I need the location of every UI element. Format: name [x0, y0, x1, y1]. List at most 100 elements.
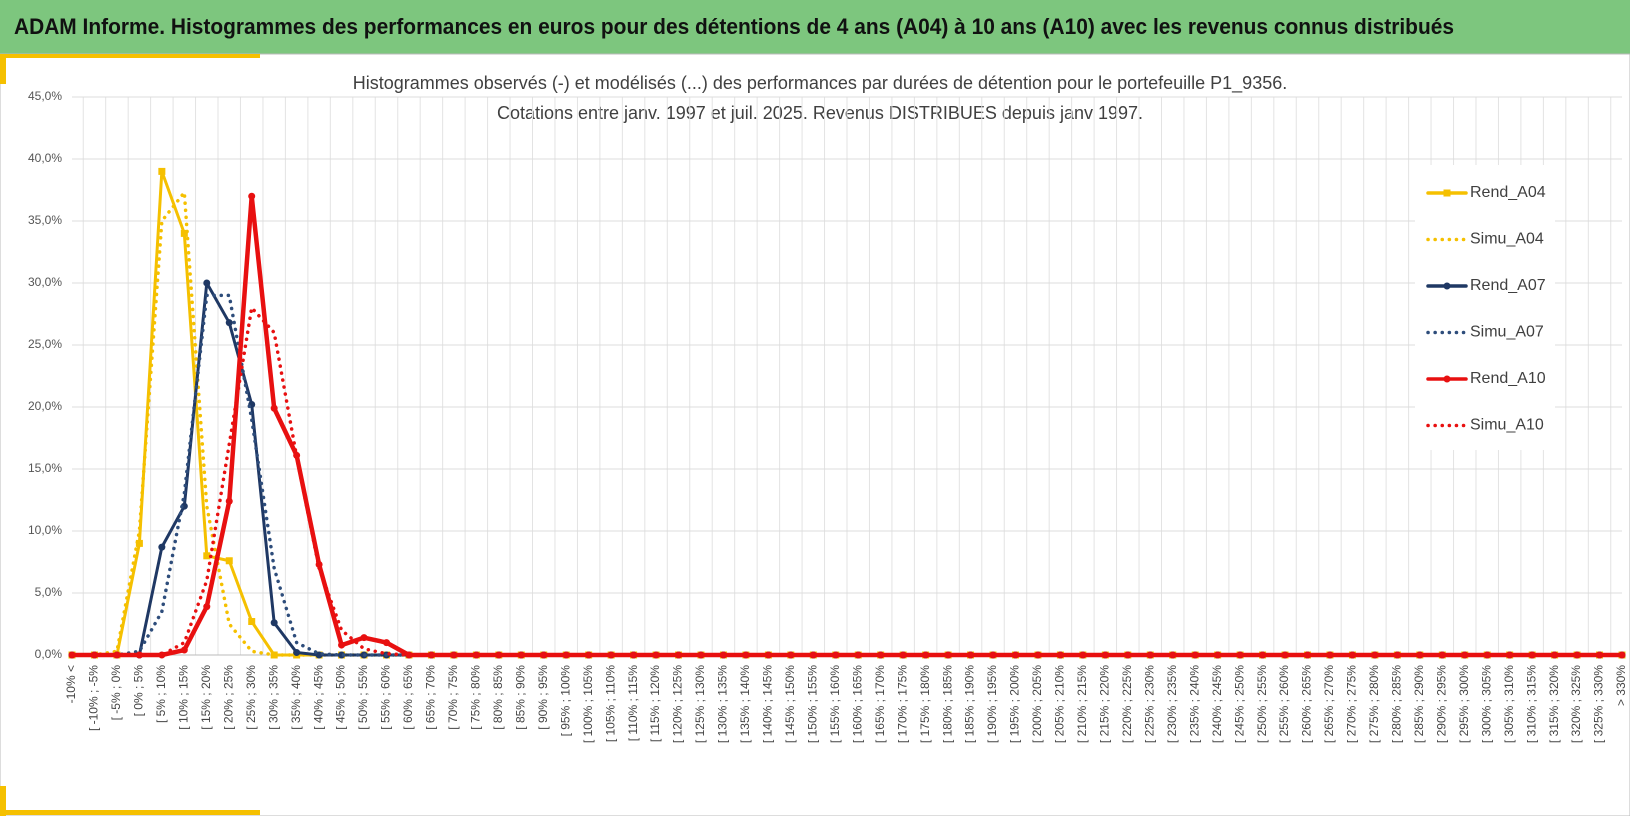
x-tick-label: [ 260% ; 265%	[1300, 665, 1314, 743]
marker	[1056, 651, 1064, 659]
x-tick-label: [ 85% ; 90%	[513, 665, 527, 730]
marker	[225, 557, 233, 565]
legend-marker	[1443, 282, 1451, 290]
marker	[495, 651, 503, 659]
marker	[203, 552, 211, 560]
chart-subtitle: Cotations entre janv. 1997 et juil. 2025…	[497, 103, 1143, 123]
y-tick-label: 5,0%	[35, 585, 63, 599]
x-tick-label: [ 175% ; 180%	[918, 665, 932, 743]
marker	[1304, 651, 1312, 659]
legend-marker	[1443, 375, 1451, 383]
marker	[338, 651, 346, 659]
x-tick-label: [ 155% ; 160%	[828, 665, 842, 743]
x-tick-label: [ 25% ; 30%	[244, 665, 258, 730]
x-tick-label: [ 225% ; 230%	[1142, 665, 1156, 743]
marker	[135, 651, 143, 659]
legend-label: Rend_A07	[1470, 277, 1546, 294]
x-tick-label: [ -5% ; 0%	[109, 665, 123, 721]
marker	[158, 167, 166, 175]
x-tick-label: [ 105% ; 110%	[603, 665, 617, 742]
x-tick-label: [ 165% ; 170%	[873, 665, 887, 743]
x-tick-label: [ 130% ; 135%	[716, 665, 730, 743]
x-tick-label: [ 210% ; 215%	[1075, 665, 1089, 743]
x-tick-label: [ 20% ; 25%	[221, 665, 235, 730]
x-tick-label: [ 160% ; 165%	[850, 665, 864, 743]
marker	[180, 646, 188, 654]
x-tick-label: [ 230% ; 235%	[1165, 665, 1179, 743]
marker	[652, 651, 660, 659]
y-tick-label: 25,0%	[28, 337, 62, 351]
x-tick-label: [ 180% ; 185%	[940, 665, 954, 743]
marker	[607, 651, 615, 659]
y-tick-label: 10,0%	[28, 523, 62, 537]
marker	[158, 543, 166, 551]
marker	[1191, 651, 1199, 659]
chart-title: Histogrammes observés (-) et modélisés (…	[353, 73, 1287, 94]
x-tick-label: [ 265% ; 270%	[1322, 665, 1336, 743]
x-tick-label: [ 10% ; 15%	[176, 665, 190, 730]
header-bar	[0, 0, 1630, 54]
x-tick-label: [ 45% ; 50%	[334, 665, 348, 730]
marker	[1079, 651, 1087, 659]
x-tick-label: [ 140% ; 145%	[761, 665, 775, 743]
x-tick-label: [ 75% ; 80%	[469, 665, 483, 730]
x-tick-label: > 330%	[1614, 665, 1628, 706]
marker	[1348, 651, 1356, 659]
y-tick-label: 45,0%	[28, 89, 62, 103]
page-title: ADAM Informe. Histogrammes des performan…	[14, 14, 1454, 39]
x-tick-label: [ 0% ; 5%	[132, 665, 146, 717]
x-tick-label: [ 240% ; 245%	[1210, 665, 1224, 743]
x-tick-label: [ 290% ; 295%	[1434, 665, 1448, 743]
x-tick-label: [ 205% ; 210%	[1053, 665, 1067, 743]
marker	[135, 539, 143, 547]
marker	[809, 651, 817, 659]
x-tick-label: [ 295% ; 300%	[1457, 665, 1471, 743]
marker	[225, 497, 233, 505]
x-tick-label: [ 300% ; 305%	[1479, 665, 1493, 743]
x-tick-label: [ 40% ; 45%	[311, 665, 325, 730]
legend-label: Simu_A10	[1470, 417, 1544, 434]
x-tick-label: [ 15% ; 20%	[199, 665, 213, 730]
x-tick-label: [ 215% ; 220%	[1098, 665, 1112, 743]
x-tick-label: [ 320% ; 325%	[1569, 665, 1583, 743]
x-tick-label: [ 250% ; 255%	[1255, 665, 1269, 743]
x-tick-label: [ 195% ; 200%	[1008, 665, 1022, 743]
marker	[764, 651, 772, 659]
marker	[630, 651, 638, 659]
marker	[382, 639, 390, 647]
x-tick-label: [ 70% ; 75%	[446, 665, 460, 730]
legend-label: Simu_A04	[1470, 231, 1544, 248]
x-tick-label: [ 115% ; 120%	[648, 665, 662, 742]
x-tick-label: [ 100% ; 105%	[581, 665, 595, 743]
y-tick-label: 40,0%	[28, 151, 62, 165]
x-tick-label: [ 50% ; 55%	[356, 665, 370, 730]
marker	[270, 404, 278, 412]
x-tick-label: [ 170% ; 175%	[895, 665, 909, 743]
x-tick-label: [ 255% ; 260%	[1277, 665, 1291, 743]
x-tick-label: [ 315% ; 320%	[1547, 665, 1561, 743]
legend-box	[1415, 165, 1555, 450]
series-line	[69, 193, 1625, 658]
x-tick-label: [ 185% ; 190%	[963, 665, 977, 743]
x-tick-label: [ 280% ; 285%	[1390, 665, 1404, 743]
marker	[113, 651, 121, 659]
marker	[1438, 651, 1446, 659]
x-tick-label: [ 190% ; 195%	[985, 665, 999, 743]
marker	[1618, 651, 1626, 659]
marker	[180, 229, 188, 237]
y-tick-label: 20,0%	[28, 399, 62, 413]
marker	[1034, 651, 1042, 659]
x-tick-label: [ 235% ; 240%	[1187, 665, 1201, 743]
x-tick-label: [ 55% ; 60%	[379, 665, 393, 730]
x-tick-label: [ 125% ; 130%	[693, 665, 707, 743]
legend-label: Rend_A04	[1470, 184, 1546, 201]
x-tick-label: [ 5% ; 10%	[154, 665, 168, 723]
marker	[1326, 651, 1334, 659]
marker	[248, 618, 256, 626]
frame	[0, 53, 1630, 816]
legend-label: Rend_A10	[1470, 370, 1546, 387]
marker	[1483, 651, 1491, 659]
x-tick-label: [ 275% ; 280%	[1367, 665, 1381, 743]
x-tick-label: [ 110% ; 115%	[626, 665, 640, 742]
marker	[360, 634, 368, 642]
